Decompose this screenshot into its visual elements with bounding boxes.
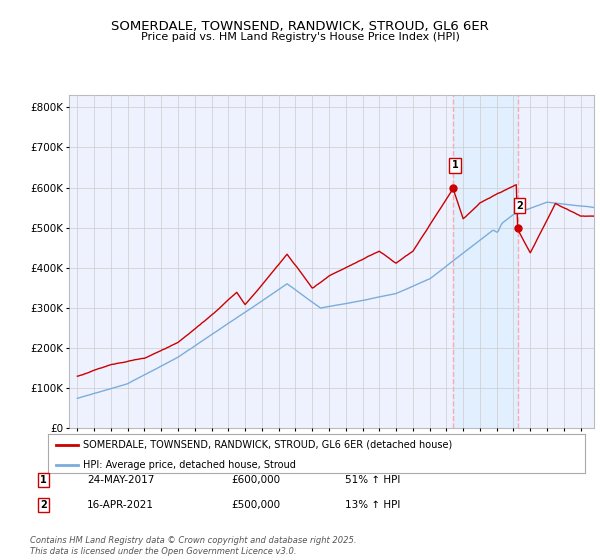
Text: £500,000: £500,000 — [231, 500, 280, 510]
Bar — [453, 95, 518, 428]
Text: SOMERDALE, TOWNSEND, RANDWICK, STROUD, GL6 6ER (detached house): SOMERDALE, TOWNSEND, RANDWICK, STROUD, G… — [83, 440, 452, 450]
Text: HPI: Average price, detached house, Stroud: HPI: Average price, detached house, Stro… — [83, 460, 296, 470]
Text: 16-APR-2021: 16-APR-2021 — [87, 500, 154, 510]
Text: 1: 1 — [40, 475, 47, 485]
Text: 2: 2 — [516, 200, 523, 211]
Text: 13% ↑ HPI: 13% ↑ HPI — [345, 500, 400, 510]
Text: 1: 1 — [452, 161, 458, 170]
Text: Price paid vs. HM Land Registry's House Price Index (HPI): Price paid vs. HM Land Registry's House … — [140, 32, 460, 42]
Text: £600,000: £600,000 — [231, 475, 280, 485]
Text: Contains HM Land Registry data © Crown copyright and database right 2025.
This d: Contains HM Land Registry data © Crown c… — [30, 536, 356, 556]
Text: 51% ↑ HPI: 51% ↑ HPI — [345, 475, 400, 485]
Text: SOMERDALE, TOWNSEND, RANDWICK, STROUD, GL6 6ER: SOMERDALE, TOWNSEND, RANDWICK, STROUD, G… — [111, 20, 489, 32]
Text: 24-MAY-2017: 24-MAY-2017 — [87, 475, 154, 485]
Text: 2: 2 — [40, 500, 47, 510]
